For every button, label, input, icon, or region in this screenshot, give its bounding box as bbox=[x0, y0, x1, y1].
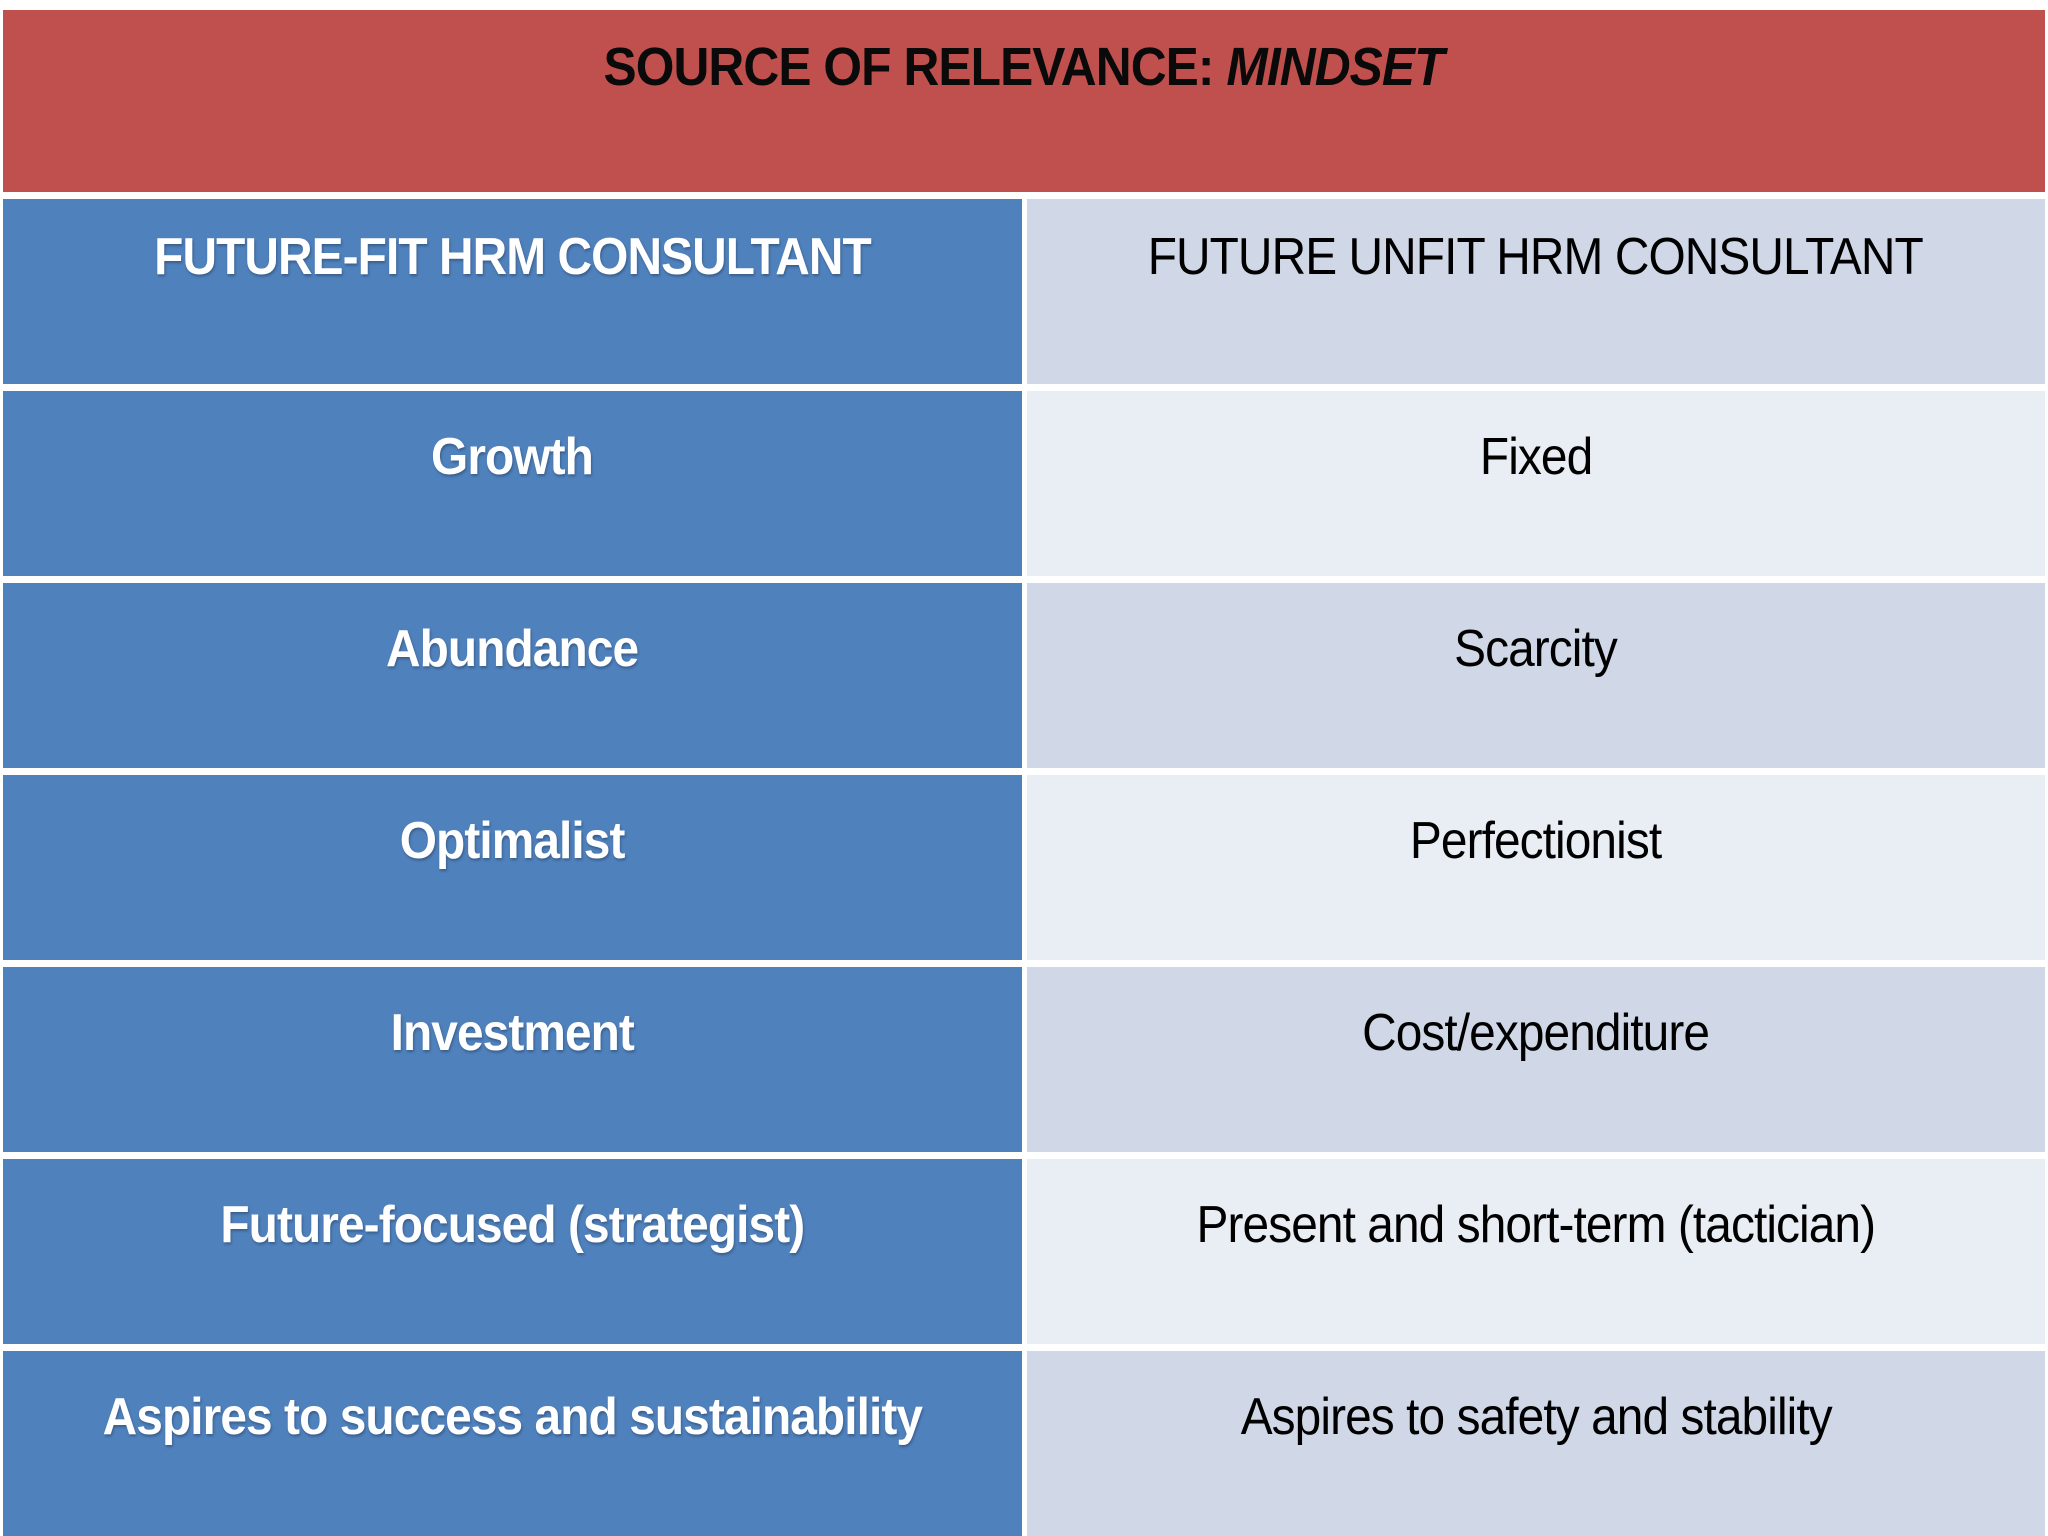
column-header-future-fit-label: FUTURE-FIT HRM CONSULTANT bbox=[153, 228, 872, 286]
cell-right-row-2: Scarcity bbox=[1026, 583, 2045, 768]
cell-right-row-6: Aspires to safety and stability bbox=[1026, 1351, 2045, 1536]
cell-right-row-4-label: Cost/expenditure bbox=[1362, 1004, 1710, 1062]
cell-left-row-2: Abundance bbox=[3, 583, 1022, 768]
cell-left-row-3: Optimalist bbox=[3, 775, 1022, 960]
cell-right-row-1: Fixed bbox=[1026, 391, 2045, 576]
slide-title-text: SOURCE OF RELEVANCE: bbox=[603, 37, 1227, 97]
cell-left-row-6: Aspires to success and sustainability bbox=[3, 1351, 1022, 1536]
cell-left-row-2-label: Abundance bbox=[386, 620, 639, 678]
cell-right-row-6-label: Aspires to safety and stability bbox=[1240, 1388, 1832, 1446]
cell-left-row-5: Future-focused (strategist) bbox=[3, 1159, 1022, 1344]
cell-right-row-4: Cost/expenditure bbox=[1026, 967, 2045, 1152]
column-header-future-fit: FUTURE-FIT HRM CONSULTANT bbox=[3, 199, 1022, 384]
comparison-table: FUTURE-FIT HRM CONSULTANT FUTURE UNFIT H… bbox=[3, 199, 2045, 1536]
slide-title-emphasis: MINDSET bbox=[1226, 37, 1445, 97]
cell-right-row-1-label: Fixed bbox=[1479, 428, 1593, 486]
cell-right-row-2-label: Scarcity bbox=[1454, 620, 1618, 678]
slide-title: SOURCE OF RELEVANCE: MINDSET bbox=[603, 36, 1445, 98]
cell-right-row-5: Present and short-term (tactician) bbox=[1026, 1159, 2045, 1344]
cell-left-row-6-label: Aspires to success and sustainability bbox=[102, 1388, 923, 1446]
cell-right-row-3-label: Perfectionist bbox=[1410, 812, 1662, 870]
cell-right-row-5-label: Present and short-term (tactician) bbox=[1196, 1196, 1876, 1254]
cell-left-row-1-label: Growth bbox=[431, 428, 594, 486]
cell-left-row-1: Growth bbox=[3, 391, 1022, 576]
column-header-future-unfit-label: FUTURE UNFIT HRM CONSULTANT bbox=[1148, 228, 1924, 286]
cell-left-row-4-label: Investment bbox=[390, 1004, 635, 1062]
cell-right-row-3: Perfectionist bbox=[1026, 775, 2045, 960]
cell-left-row-5-label: Future-focused (strategist) bbox=[220, 1196, 805, 1254]
cell-left-row-4: Investment bbox=[3, 967, 1022, 1152]
title-banner: SOURCE OF RELEVANCE: MINDSET bbox=[3, 10, 2045, 192]
cell-left-row-3-label: Optimalist bbox=[399, 812, 626, 870]
column-header-future-unfit: FUTURE UNFIT HRM CONSULTANT bbox=[1026, 199, 2045, 384]
